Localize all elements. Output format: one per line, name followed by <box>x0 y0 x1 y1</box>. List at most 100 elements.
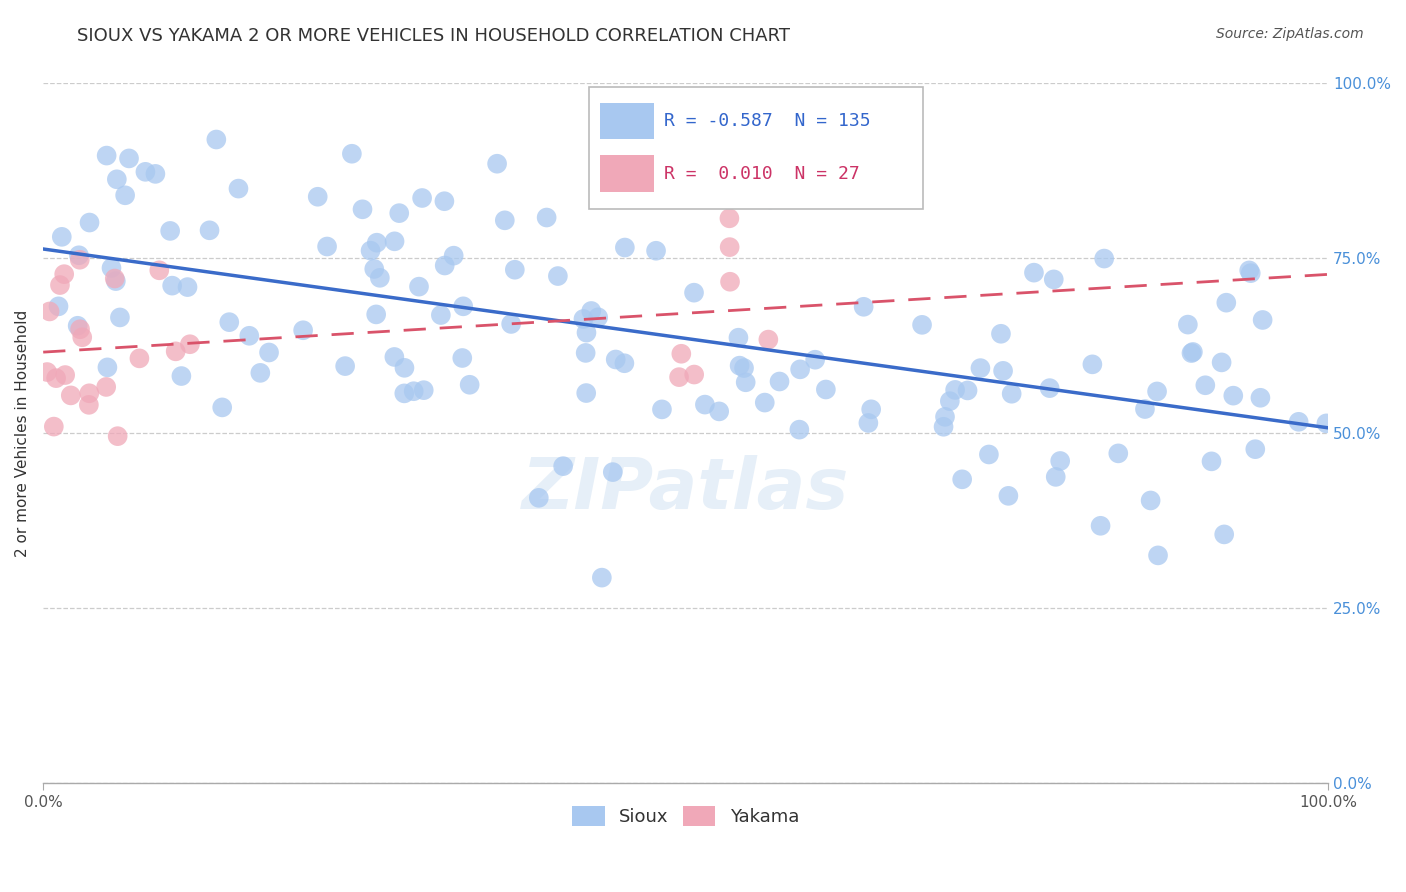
Point <box>536 211 558 225</box>
Point <box>1081 357 1104 371</box>
Point <box>956 384 979 398</box>
Point <box>728 359 751 373</box>
Point <box>1211 355 1233 369</box>
Point <box>939 394 962 409</box>
Point <box>77 398 100 412</box>
Point <box>605 352 627 367</box>
Point <box>934 409 956 424</box>
Point <box>67 248 90 262</box>
Point <box>411 191 433 205</box>
Point <box>1045 470 1067 484</box>
Point <box>709 404 731 418</box>
Point <box>1237 263 1260 277</box>
Point <box>451 351 474 365</box>
Point <box>575 326 598 340</box>
Text: ZIPatlas: ZIPatlas <box>522 455 849 524</box>
Point <box>53 267 76 281</box>
Point <box>911 318 934 332</box>
Point <box>394 386 416 401</box>
Text: SIOUX VS YAKAMA 2 OR MORE VEHICLES IN HOUSEHOLD CORRELATION CHART: SIOUX VS YAKAMA 2 OR MORE VEHICLES IN HO… <box>77 27 790 45</box>
Point <box>360 244 382 258</box>
Point <box>804 352 827 367</box>
Point <box>547 268 569 283</box>
Point <box>394 360 416 375</box>
Point <box>114 188 136 202</box>
Legend: Sioux, Yakama: Sioux, Yakama <box>565 799 807 833</box>
Point <box>433 194 456 209</box>
Point <box>96 380 118 394</box>
Point <box>238 328 260 343</box>
Point <box>104 274 127 288</box>
Point <box>1147 549 1170 563</box>
Point <box>107 429 129 443</box>
Point <box>363 262 385 277</box>
Point <box>51 230 73 244</box>
Point <box>145 167 167 181</box>
Point <box>586 310 609 325</box>
Point <box>104 271 127 285</box>
Point <box>718 240 741 254</box>
Point <box>1194 378 1216 392</box>
Point <box>727 331 749 345</box>
Point <box>100 260 122 275</box>
Point <box>977 448 1000 462</box>
Point <box>69 252 91 267</box>
Point <box>581 304 603 318</box>
Point <box>128 351 150 366</box>
Point <box>42 419 65 434</box>
Point <box>79 386 101 401</box>
Point <box>402 384 425 399</box>
Point <box>179 337 201 351</box>
Point <box>858 416 880 430</box>
Point <box>814 383 837 397</box>
Point <box>366 235 388 250</box>
Point <box>228 181 250 195</box>
Point <box>1315 417 1337 431</box>
Point <box>990 326 1012 341</box>
FancyBboxPatch shape <box>589 87 924 210</box>
Point <box>388 206 411 220</box>
Text: R = -0.587  N = 135: R = -0.587 N = 135 <box>664 112 870 130</box>
Point <box>1049 454 1071 468</box>
Point <box>1042 272 1064 286</box>
Point <box>79 215 101 229</box>
Point <box>148 263 170 277</box>
Point <box>943 383 966 397</box>
Point <box>96 360 118 375</box>
Point <box>1092 252 1115 266</box>
Point <box>118 152 141 166</box>
Point <box>1288 415 1310 429</box>
Point <box>1244 442 1267 457</box>
Point <box>950 472 973 486</box>
Point <box>991 364 1014 378</box>
FancyBboxPatch shape <box>599 155 654 192</box>
Point <box>575 346 598 360</box>
Text: Source: ZipAtlas.com: Source: ZipAtlas.com <box>1216 27 1364 41</box>
Point <box>614 91 637 105</box>
Point <box>307 190 329 204</box>
Point <box>553 459 575 474</box>
Point <box>651 402 673 417</box>
Point <box>718 211 741 226</box>
Point <box>412 383 434 397</box>
Point <box>176 280 198 294</box>
Point <box>733 361 755 376</box>
Point <box>211 401 233 415</box>
Point <box>1146 384 1168 399</box>
Point <box>333 359 356 373</box>
Point <box>433 259 456 273</box>
FancyBboxPatch shape <box>599 103 654 139</box>
Point <box>48 299 70 313</box>
Point <box>969 361 991 376</box>
Point <box>316 239 339 253</box>
Point <box>1139 493 1161 508</box>
Point <box>451 299 474 313</box>
Point <box>66 318 89 333</box>
Point <box>503 262 526 277</box>
Point <box>613 241 636 255</box>
Point <box>1213 527 1236 541</box>
Point <box>249 366 271 380</box>
Point <box>160 278 183 293</box>
Point <box>368 270 391 285</box>
Point <box>1022 266 1045 280</box>
